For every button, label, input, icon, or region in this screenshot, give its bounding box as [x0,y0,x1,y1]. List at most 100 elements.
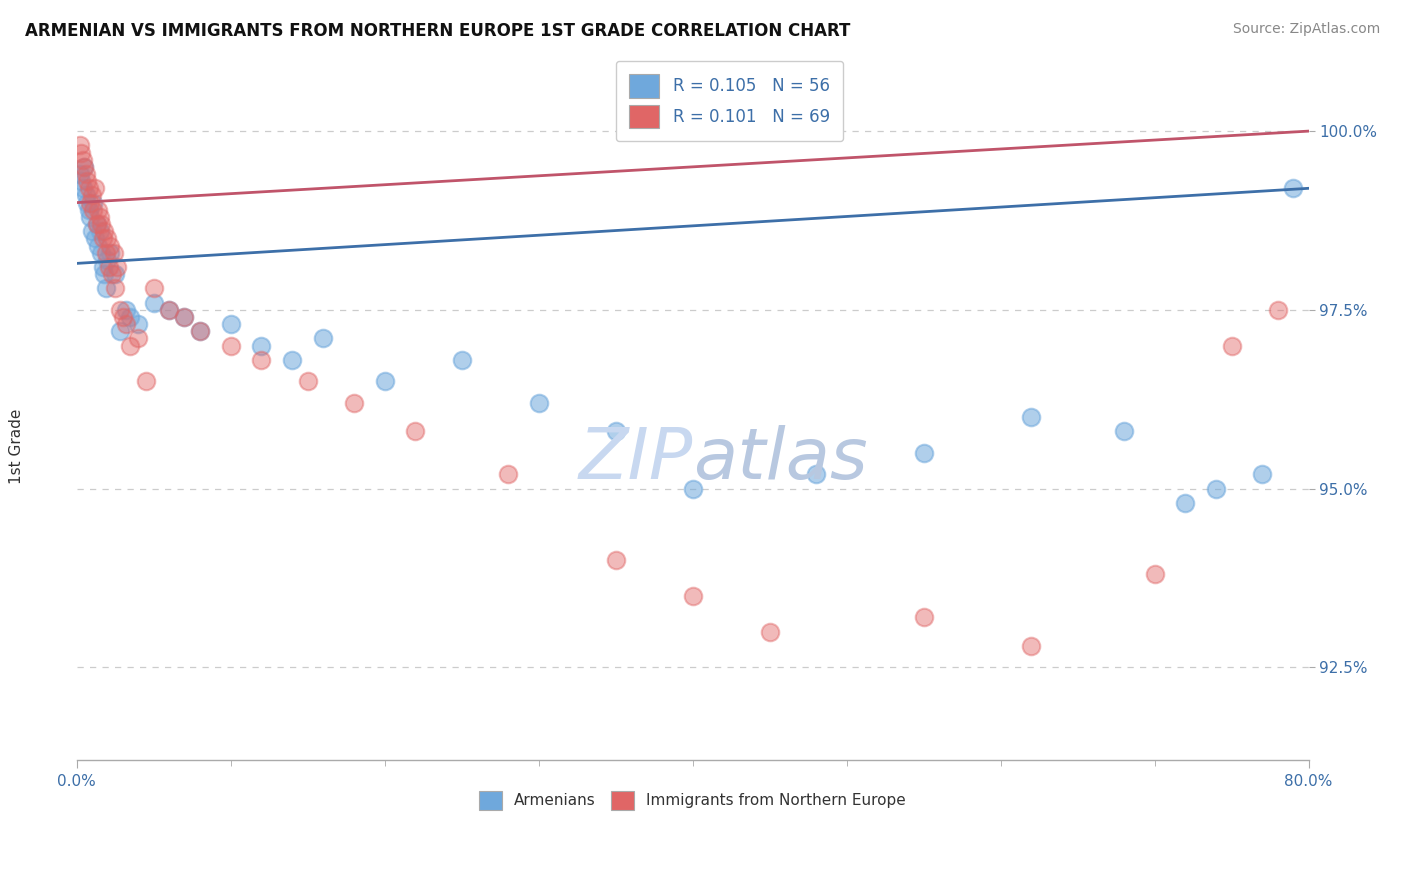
Point [73,160,96,174]
Point [173,310,195,324]
Point [76,174,98,188]
Point [103,245,125,260]
Point [75,188,97,202]
Point [1174,496,1197,510]
Point [87,202,110,217]
Point [77,202,100,217]
Point [76,195,98,210]
Point [1267,302,1289,317]
Point [758,624,780,639]
Text: Source: ZipAtlas.com: Source: ZipAtlas.com [1233,22,1381,37]
Point [297,375,319,389]
Point [142,281,165,295]
Point [84,231,107,245]
Point [1112,425,1135,439]
Point [96,252,118,267]
Point [77,181,100,195]
Point [1282,181,1305,195]
Point [219,338,242,352]
Point [108,324,131,338]
Point [527,396,550,410]
Point [404,425,426,439]
Point [1021,639,1043,653]
Point [90,217,112,231]
Point [912,446,935,460]
Point [312,331,335,345]
Point [90,245,112,260]
Point [114,302,136,317]
Point [804,467,827,482]
Point [250,353,273,368]
Point [79,210,101,224]
Point [82,202,104,217]
Point [912,610,935,624]
Point [97,260,120,274]
Point [450,353,472,368]
Point [73,160,96,174]
Point [79,195,101,210]
Point [120,310,142,324]
Point [70,174,93,188]
Point [75,167,97,181]
Point [93,224,115,238]
Point [343,396,366,410]
Text: atlas: atlas [693,425,868,493]
Point [89,224,111,238]
Point [1143,567,1166,582]
Point [496,467,519,482]
Text: ZIP: ZIP [578,425,693,493]
Point [127,317,149,331]
Point [219,317,242,331]
Point [80,224,103,238]
Point [682,589,704,603]
Point [114,317,136,331]
Point [120,338,142,352]
Point [250,338,273,352]
Point [91,260,114,274]
Point [87,238,110,252]
Point [94,245,117,260]
Point [100,245,122,260]
Point [188,324,211,338]
Point [86,217,108,231]
Text: 1st Grade: 1st Grade [10,409,24,483]
Point [69,167,91,181]
Text: ARMENIAN VS IMMIGRANTS FROM NORTHERN EUROPE 1ST GRADE CORRELATION CHART: ARMENIAN VS IMMIGRANTS FROM NORTHERN EUR… [25,22,851,40]
Point [70,145,93,160]
Point [86,217,108,231]
Point [374,375,396,389]
Point [157,302,180,317]
Point [173,310,195,324]
Point [101,267,124,281]
Point [105,260,128,274]
Point [91,231,114,245]
Point [111,310,134,324]
Point [1205,482,1227,496]
Point [89,210,111,224]
Point [108,302,131,317]
Point [100,238,122,252]
Point [682,482,704,496]
Point [93,267,115,281]
Point [605,553,627,567]
Point [94,281,117,295]
Point [96,231,118,245]
Point [188,324,211,338]
Point [1021,410,1043,425]
Point [142,295,165,310]
Point [104,281,127,295]
Point [82,195,104,210]
Point [281,353,304,368]
Point [127,331,149,345]
Point [1251,467,1274,482]
Legend: Armenians, Immigrants from Northern Europe: Armenians, Immigrants from Northern Euro… [472,785,912,816]
Point [72,181,94,195]
Point [157,302,180,317]
Point [1220,338,1243,352]
Point [72,153,94,167]
Point [135,375,157,389]
Point [605,425,627,439]
Point [80,188,103,202]
Point [69,138,91,153]
Point [84,181,107,195]
